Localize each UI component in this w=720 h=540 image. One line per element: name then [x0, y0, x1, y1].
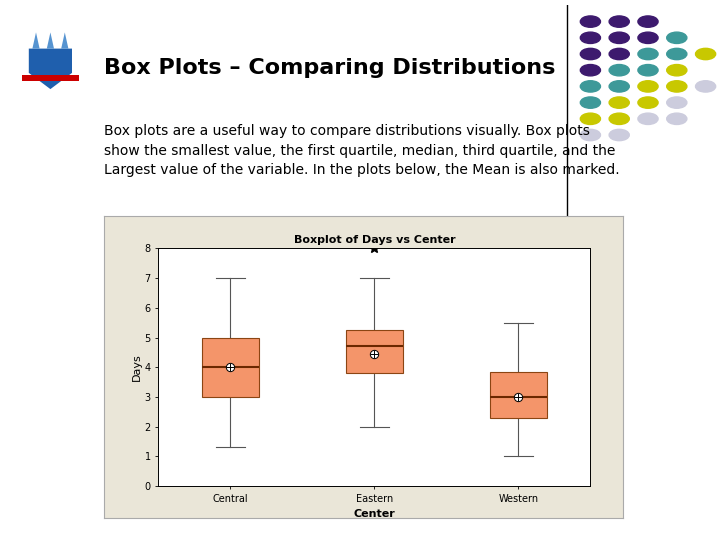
Circle shape — [638, 80, 658, 92]
Circle shape — [580, 64, 600, 76]
Circle shape — [638, 97, 658, 108]
Bar — [490, 372, 547, 418]
Circle shape — [609, 113, 629, 125]
Circle shape — [580, 32, 600, 44]
Bar — [202, 338, 259, 397]
Circle shape — [609, 129, 629, 141]
Circle shape — [696, 48, 716, 60]
Y-axis label: Days: Days — [132, 353, 142, 381]
Circle shape — [580, 16, 600, 27]
Text: Box plots are a useful way to compare distributions visually. Box plots
show the: Box plots are a useful way to compare di… — [104, 124, 620, 177]
Circle shape — [609, 97, 629, 108]
Polygon shape — [47, 32, 54, 49]
Circle shape — [667, 80, 687, 92]
Text: Box Plots – Comparing Distributions: Box Plots – Comparing Distributions — [104, 57, 556, 78]
Polygon shape — [32, 32, 40, 49]
Circle shape — [609, 16, 629, 27]
Circle shape — [667, 48, 687, 60]
Bar — [346, 330, 403, 373]
Circle shape — [580, 48, 600, 60]
Circle shape — [580, 129, 600, 141]
Circle shape — [609, 48, 629, 60]
Circle shape — [609, 64, 629, 76]
Circle shape — [609, 32, 629, 44]
X-axis label: Center: Center — [354, 509, 395, 519]
Circle shape — [667, 32, 687, 44]
Circle shape — [580, 80, 600, 92]
Circle shape — [667, 97, 687, 108]
Bar — [22, 75, 79, 81]
Circle shape — [638, 16, 658, 27]
Circle shape — [638, 64, 658, 76]
Polygon shape — [29, 49, 72, 89]
Circle shape — [667, 64, 687, 76]
Circle shape — [696, 80, 716, 92]
Polygon shape — [61, 32, 68, 49]
Title: Boxplot of Days vs Center: Boxplot of Days vs Center — [294, 235, 455, 245]
Circle shape — [609, 80, 629, 92]
Circle shape — [638, 113, 658, 125]
Circle shape — [667, 113, 687, 125]
Circle shape — [638, 32, 658, 44]
Circle shape — [638, 48, 658, 60]
Circle shape — [580, 113, 600, 125]
Circle shape — [580, 97, 600, 108]
